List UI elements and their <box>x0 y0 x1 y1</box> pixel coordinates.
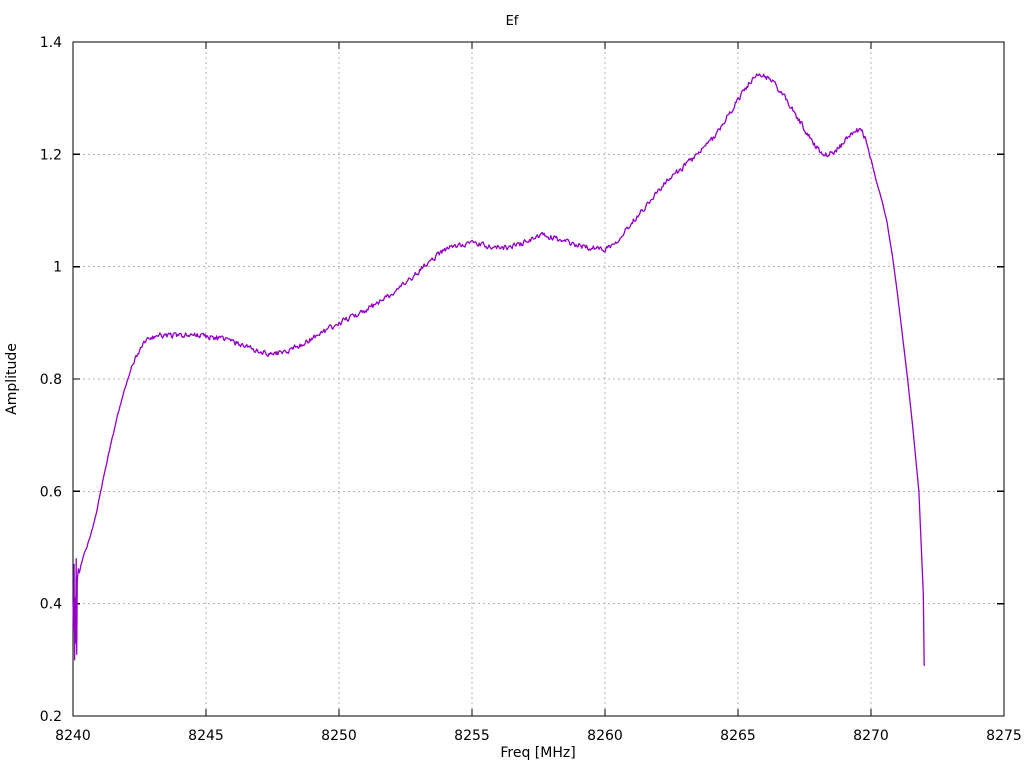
x-tick-label: 8240 <box>55 728 91 744</box>
data-series-group <box>72 73 925 667</box>
x-tick-label: 8245 <box>188 728 224 744</box>
x-tick-label: 8255 <box>454 728 490 744</box>
y-tick-label: 1 <box>53 260 62 276</box>
data-series-line <box>72 73 925 667</box>
y-tick-label: 0.8 <box>40 372 62 388</box>
y-axis-label: Amplitude <box>4 343 20 415</box>
y-tick-label: 1.4 <box>40 35 62 51</box>
x-axis-ticks: 8240 8245 8250 8255 8260 8265 8270 8275 <box>55 42 1022 744</box>
chart-title: Ef <box>506 14 519 29</box>
y-tick-label: 1.2 <box>40 147 62 163</box>
y-tick-label: 0.4 <box>40 597 62 613</box>
x-tick-label: 8275 <box>986 728 1022 744</box>
y-tick-label: 0.6 <box>40 484 62 500</box>
x-tick-label: 8250 <box>321 728 357 744</box>
grid-lines <box>73 42 1004 716</box>
y-axis-ticks: 0.2 0.4 0.6 0.8 1 1.2 1.4 <box>40 35 1004 725</box>
x-axis-label: Freq [MHz] <box>500 745 575 761</box>
x-tick-label: 8265 <box>720 728 756 744</box>
y-tick-label: 0.2 <box>40 709 62 725</box>
plot-frame <box>72 41 1005 717</box>
x-tick-label: 8260 <box>587 728 623 744</box>
x-tick-label: 8270 <box>853 728 889 744</box>
